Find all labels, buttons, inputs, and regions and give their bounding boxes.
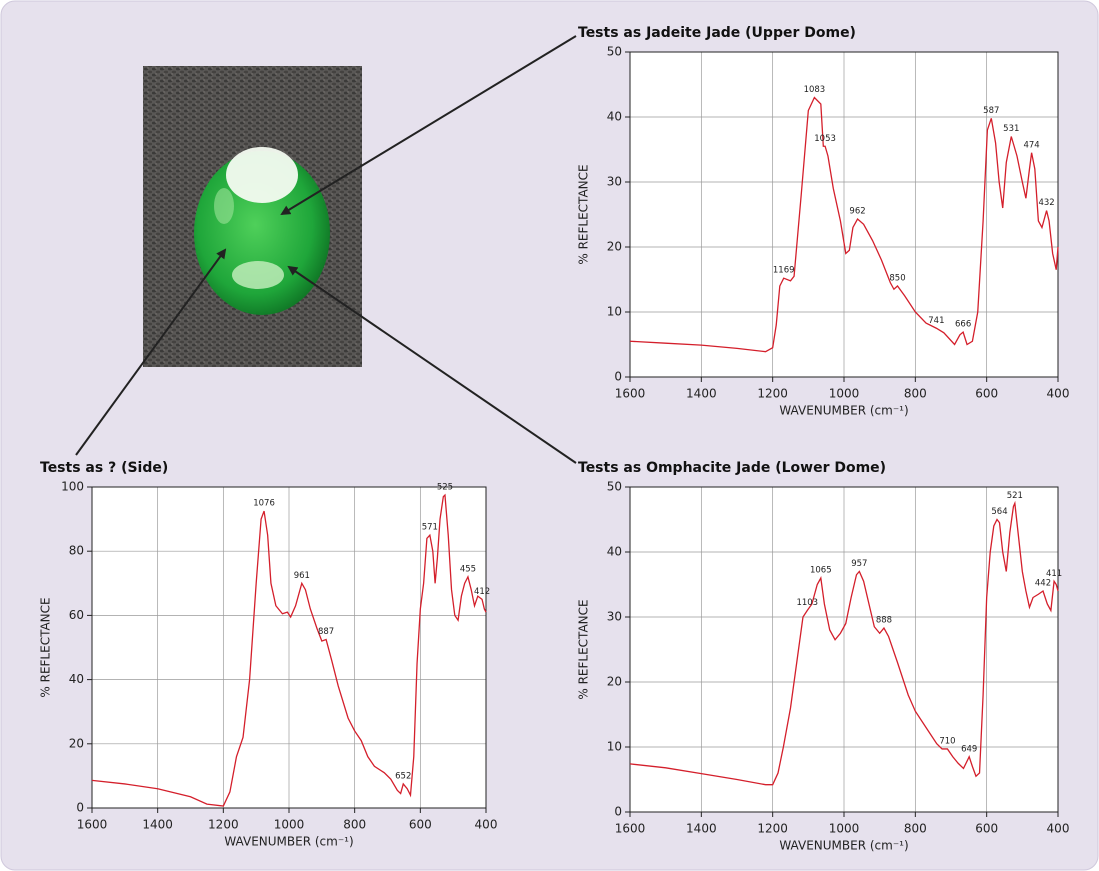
peak-label: 887 — [318, 627, 334, 637]
chart-title: Tests as ? (Side) — [40, 460, 168, 476]
y-tick-label: 20 — [607, 240, 622, 254]
y-tick-label: 30 — [607, 175, 622, 189]
peak-label: 587 — [983, 106, 999, 116]
peak-label: 666 — [955, 320, 971, 330]
y-tick-label: 40 — [607, 545, 622, 559]
y-axis-label: % REFLECTANCE — [39, 597, 53, 697]
x-tick-label: 1200 — [757, 822, 788, 836]
x-tick-label: 1200 — [208, 818, 239, 832]
y-tick-label: 0 — [76, 801, 84, 815]
peak-label: 710 — [939, 736, 955, 746]
peak-label: 442 — [1035, 579, 1051, 589]
x-axis-label: WAVENUMBER (cm⁻¹) — [779, 404, 908, 418]
y-tick-label: 40 — [69, 672, 84, 686]
x-tick-label: 600 — [975, 387, 998, 401]
y-tick-label: 30 — [607, 610, 622, 624]
peak-label: 1053 — [814, 134, 836, 144]
peak-label: 525 — [437, 483, 453, 493]
y-tick-label: 20 — [69, 736, 84, 750]
x-tick-label: 1000 — [829, 822, 860, 836]
x-tick-label: 1600 — [615, 822, 646, 836]
chart: 1600 1400 1200 1000 800 600 400 0 20 40 60 80 100 Tes… — [39, 460, 498, 849]
peak-label: 474 — [1023, 140, 1039, 150]
peak-label: 1169 — [773, 266, 795, 276]
chart-title: Tests as Jadeite Jade (Upper Dome) — [578, 25, 856, 41]
gem-photo — [143, 66, 362, 367]
figure: 160014001200100080060040001020304050Test… — [0, 0, 1099, 871]
y-tick-label: 60 — [69, 608, 84, 622]
y-tick-label: 50 — [607, 45, 622, 59]
peak-label: 962 — [849, 207, 865, 217]
peak-label: 531 — [1003, 124, 1019, 134]
x-tick-label: 1400 — [686, 822, 717, 836]
y-tick-label: 100 — [61, 480, 84, 494]
x-axis-label: WAVENUMBER (cm⁻¹) — [224, 835, 353, 849]
x-tick-label: 1000 — [829, 387, 860, 401]
peak-label: 957 — [851, 559, 867, 569]
peak-label: 1103 — [796, 598, 818, 608]
y-tick-label: 0 — [614, 370, 622, 384]
x-tick-label: 400 — [475, 818, 498, 832]
y-tick-label: 10 — [607, 740, 622, 754]
x-tick-label: 400 — [1047, 822, 1070, 836]
peak-label: 571 — [422, 523, 438, 533]
peak-label: 1076 — [253, 499, 275, 509]
y-tick-label: 20 — [607, 675, 622, 689]
peak-label: 888 — [876, 616, 892, 626]
peak-label: 455 — [460, 564, 476, 574]
x-tick-label: 800 — [904, 387, 927, 401]
y-tick-label: 50 — [607, 480, 622, 494]
peak-label: 961 — [294, 571, 310, 581]
y-tick-label: 10 — [607, 305, 622, 319]
chart-title: Tests as Omphacite Jade (Lower Dome) — [578, 460, 886, 476]
peak-label: 432 — [1038, 198, 1054, 208]
y-axis-label: % REFLECTANCE — [577, 599, 591, 699]
x-axis-label: WAVENUMBER (cm⁻¹) — [779, 839, 908, 853]
peak-label: 649 — [961, 744, 977, 754]
peak-label: 412 — [474, 587, 490, 597]
y-tick-label: 0 — [614, 805, 622, 819]
y-axis-label: % REFLECTANCE — [577, 164, 591, 264]
x-tick-label: 1000 — [274, 818, 305, 832]
peak-label: 1065 — [810, 566, 832, 576]
x-tick-label: 800 — [343, 818, 366, 832]
peak-label: 850 — [889, 274, 905, 284]
x-tick-label: 600 — [409, 818, 432, 832]
peak-label: 1083 — [804, 85, 826, 95]
page: {"chart_data": [ {"type": "line", "title… — [0, 0, 1099, 871]
x-tick-label: 1200 — [757, 387, 788, 401]
peak-label: 564 — [991, 507, 1007, 517]
x-tick-label: 1600 — [615, 387, 646, 401]
x-tick-label: 800 — [904, 822, 927, 836]
x-tick-label: 1400 — [142, 818, 173, 832]
y-tick-label: 40 — [607, 110, 622, 124]
peak-label: 652 — [395, 771, 411, 781]
peak-label: 411 — [1046, 569, 1062, 579]
chart: 1600 1400 1200 1000 800 600 400 0 10 20 30 40 50 Test… — [577, 460, 1070, 853]
y-tick-label: 80 — [69, 544, 84, 558]
peak-label: 521 — [1007, 491, 1023, 501]
x-tick-label: 1600 — [77, 818, 108, 832]
peak-label: 741 — [928, 316, 944, 326]
x-tick-label: 400 — [1047, 387, 1070, 401]
x-tick-label: 1400 — [686, 387, 717, 401]
chart: 1600 1400 1200 1000 800 600 400 0 10 20 30 40 50 Test… — [577, 25, 1070, 418]
x-tick-label: 600 — [975, 822, 998, 836]
